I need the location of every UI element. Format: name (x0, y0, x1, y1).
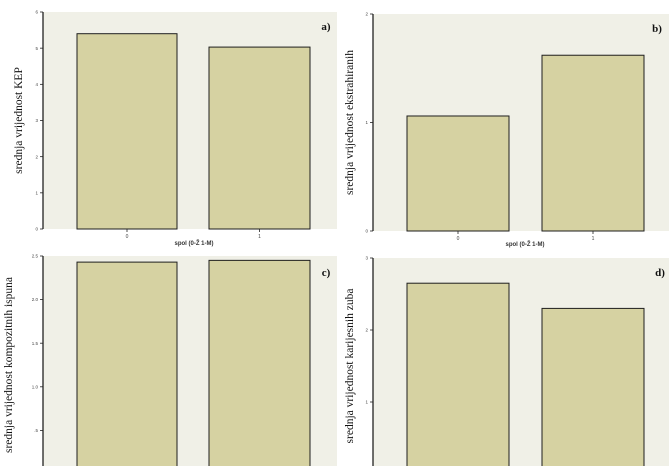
x-tick-label: 1 (592, 236, 595, 242)
y-axis-title: srednja vrijednost karijesnih zuba (344, 289, 356, 444)
y-tick-label: 1.0 (32, 384, 39, 389)
panel-label: d) (655, 267, 665, 279)
y-tick-label: 2.5 (32, 254, 39, 259)
y-tick-label: 4 (35, 82, 38, 87)
bar-0 (406, 115, 510, 232)
y-tick-label: 1 (365, 120, 368, 125)
bar-1 (208, 259, 311, 466)
y-tick-label: 2 (365, 12, 368, 17)
y-tick-label: 0 (365, 229, 368, 234)
bar-1 (541, 307, 645, 466)
x-tick-label: 0 (126, 234, 129, 240)
x-tick-label: 0 (457, 236, 460, 242)
bar-0 (406, 282, 510, 466)
y-tick-label: 6 (35, 10, 38, 15)
y-tick-label: .5 (34, 428, 38, 433)
bar-1 (208, 46, 311, 230)
panel-label: a) (321, 21, 331, 33)
bar-0 (76, 261, 178, 466)
y-tick-label: 3 (35, 118, 38, 123)
x-axis-title: spol (0-Ž 1-M) (175, 239, 214, 247)
y-tick-label: 1.5 (32, 341, 39, 346)
x-axis-title: spol (0-Ž 1-M) (506, 240, 545, 248)
y-tick-label: 0 (35, 227, 38, 232)
bar-0 (76, 33, 178, 230)
x-tick-label: 1 (258, 234, 261, 240)
panel-label: b) (652, 23, 662, 35)
y-axis-title: srednja vrijednost ekstrahiranih (344, 50, 356, 195)
bar-1 (541, 54, 645, 232)
chart-panel-4: 010123srednja vrijednost karijesnih zuba… (344, 256, 669, 466)
y-tick-label: 1 (365, 400, 368, 405)
y-tick-label: 2 (365, 328, 368, 333)
y-tick-label: 3 (365, 256, 368, 261)
y-tick-label: 2 (35, 154, 38, 159)
chart-panel-1: 0 1 0 1 2 3 4 5 6 srednja vrijednost KEP spol (0-Ž… (13, 10, 337, 247)
y-tick-label: 2.0 (32, 297, 39, 302)
y-axis-title: srednja vrijednost kompozitnih ispuna (3, 277, 15, 453)
y-axis-title: srednja vrijednost KEP (13, 67, 25, 174)
y-tick-label: 5 (35, 46, 38, 51)
y-tick-label: 1 (35, 190, 38, 195)
chart-panel-2: 0 1 0 1 2 srednja vrijednost ekstrahiranih spo… (344, 12, 669, 248)
panel-label: c) (322, 267, 331, 279)
